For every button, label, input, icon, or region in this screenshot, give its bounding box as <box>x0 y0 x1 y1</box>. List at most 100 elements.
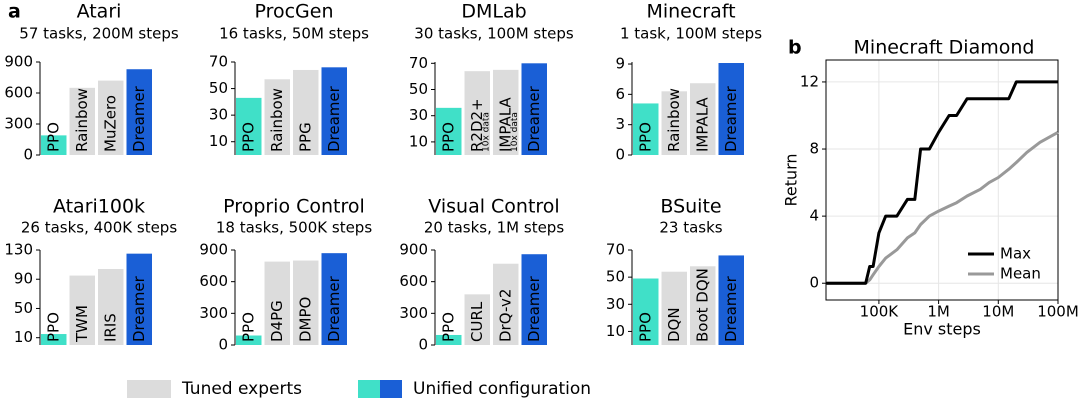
bar <box>521 254 547 345</box>
x-axis-label: Env steps <box>903 320 981 339</box>
bar-label: Boot DQN <box>693 268 711 342</box>
y-tick-label: 6 <box>615 85 625 103</box>
legend-swatch <box>380 380 402 398</box>
bar <box>464 71 490 155</box>
bar-label: PPO <box>439 312 457 342</box>
y-tick-label: 90 <box>14 270 33 288</box>
y-tick-label: 50 <box>409 80 428 98</box>
chart-title: Proprio Control <box>223 196 365 218</box>
y-tick-label: 8 <box>809 140 819 158</box>
bar <box>436 107 462 155</box>
y-tick-label: 10 <box>14 328 33 346</box>
chart-subtitle: 16 tasks, 50M steps <box>219 25 369 43</box>
chart-subtitle: 18 tasks, 500K steps <box>216 219 372 237</box>
y-tick-label: 30 <box>606 295 625 313</box>
bar-label: D4PG <box>268 300 286 342</box>
bar <box>690 266 716 345</box>
x-tick-label: 100M <box>1037 303 1079 321</box>
bar <box>69 275 95 345</box>
bar <box>126 69 152 155</box>
y-tick-label: 600 <box>399 272 428 290</box>
bar-label: R2D2+ <box>468 98 486 152</box>
y-tick-label: 10 <box>409 132 428 150</box>
bar-label: Dreamer <box>525 85 543 152</box>
chart-title: Atari <box>77 1 122 23</box>
y-tick-label: 10 <box>606 322 625 340</box>
chart-title: Atari100k <box>53 196 145 218</box>
bar-label: Dreamer <box>722 275 740 342</box>
y-tick-label: 300 <box>4 115 33 133</box>
legend-swatch <box>127 380 171 398</box>
chart-subtitle: 57 tasks, 200M steps <box>19 25 179 43</box>
bar-label: IRIS <box>101 313 119 342</box>
panel-label: a <box>8 1 21 23</box>
bar <box>464 294 490 345</box>
plot-frame <box>825 59 1059 301</box>
bar <box>718 63 744 156</box>
bar-label: PPO <box>439 122 457 152</box>
legend-label: Max <box>1000 245 1031 263</box>
bar-label: PPO <box>44 312 62 342</box>
bar-label: PPO <box>636 312 654 342</box>
bar-label: Dreamer <box>130 85 148 152</box>
bar <box>69 87 95 155</box>
bar <box>493 263 519 345</box>
chart-title: ProcGen <box>254 1 333 23</box>
chart-title: BSuite <box>660 196 721 218</box>
legend-label: Mean <box>1000 265 1041 283</box>
bar-label: PPO <box>636 122 654 152</box>
chart-title: DMLab <box>461 1 526 23</box>
bar-label: IMPALA <box>693 97 711 152</box>
chart-subtitle: 23 tasks <box>659 219 722 237</box>
y-tick-label: 0 <box>218 336 228 354</box>
chart-title: Minecraft <box>646 1 735 23</box>
legend-label: Tuned experts <box>181 379 302 399</box>
bar-label: Dreamer <box>325 275 343 342</box>
y-tick-label: 50 <box>209 79 228 97</box>
y-tick-label: 70 <box>409 54 428 72</box>
y-tick-label: 0 <box>809 274 819 292</box>
y-tick-label: 0 <box>23 146 33 164</box>
bar-label: Dreamer <box>525 275 543 342</box>
y-tick-label: 600 <box>199 272 228 290</box>
line-series <box>826 130 1059 285</box>
y-tick-label: 70 <box>209 53 228 71</box>
bar-label: PPO <box>239 122 257 152</box>
bar-label: Rainbow <box>268 88 286 152</box>
y-tick-label: 0 <box>418 336 428 354</box>
bar-label: TWM <box>73 305 91 343</box>
bar-label: DQN <box>665 307 683 342</box>
bar <box>236 335 262 345</box>
bar-label: PPO <box>44 122 62 152</box>
bar <box>690 83 716 155</box>
y-tick-label: 4 <box>809 207 819 225</box>
y-tick-label: 50 <box>606 268 625 286</box>
chart-title: Visual Control <box>428 196 559 218</box>
bar <box>236 97 262 155</box>
chart-title: Minecraft Diamond <box>854 37 1035 59</box>
bar <box>98 80 124 155</box>
annotation: 10x data <box>482 112 492 152</box>
bar-label: Dreamer <box>130 275 148 342</box>
bar <box>264 261 290 345</box>
chart-subtitle: 1 task, 100M steps <box>620 25 762 43</box>
bar <box>633 103 659 155</box>
y-tick-label: 30 <box>409 106 428 124</box>
bar-label: Dreamer <box>325 85 343 152</box>
bar <box>41 135 67 155</box>
bar-label: Rainbow <box>73 88 91 152</box>
y-tick-label: 900 <box>399 241 428 259</box>
bar <box>126 253 152 345</box>
y-tick-label: 600 <box>4 84 33 102</box>
x-tick-label: 10M <box>982 303 1014 321</box>
bar <box>661 271 687 345</box>
bar <box>293 69 319 155</box>
panel-label: b <box>788 37 802 59</box>
bar-label: DMPO <box>296 297 314 342</box>
chart-subtitle: 20 tasks, 1M steps <box>424 219 564 237</box>
annotation: 10x data <box>510 112 520 152</box>
y-tick-label: 70 <box>606 241 625 259</box>
plot-area <box>826 60 1058 300</box>
bar <box>436 334 462 345</box>
